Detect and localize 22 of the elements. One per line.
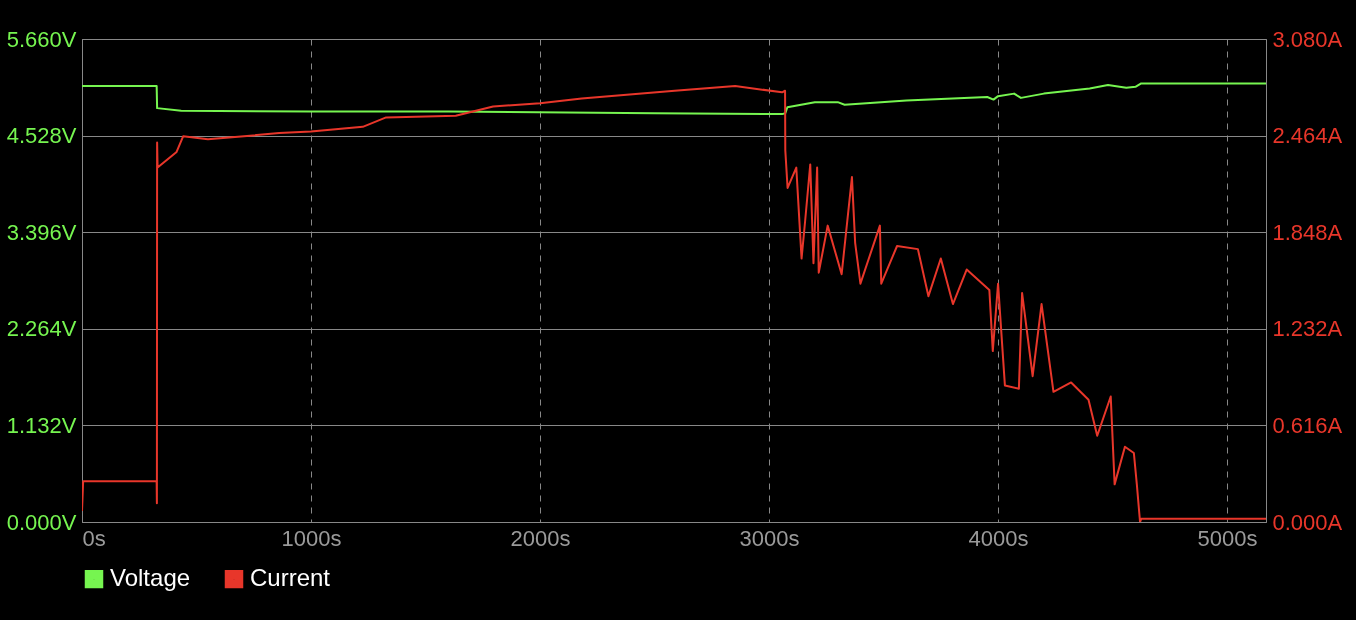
y2-tick-label: 0.000A bbox=[1272, 509, 1343, 535]
y2-tick-label: 0.616A bbox=[1272, 412, 1343, 438]
line-series bbox=[82, 82, 1266, 116]
y-tick-label: 5.660V bbox=[6, 26, 77, 52]
y2-tick-label: 1.848A bbox=[1272, 219, 1343, 245]
y2-tick-label: 3.080A bbox=[1272, 26, 1343, 52]
line-series bbox=[82, 85, 1266, 522]
y2-tick-label: 1.232A bbox=[1272, 316, 1343, 342]
x-tick-label: 5000s bbox=[1197, 525, 1258, 551]
legend-label: Voltage bbox=[110, 564, 191, 592]
x-tick-label: 0s bbox=[82, 525, 106, 551]
legend-label: Current bbox=[250, 564, 331, 592]
y-tick-label: 4.528V bbox=[6, 123, 77, 149]
x-tick-label: 1000s bbox=[281, 525, 342, 551]
x-tick-label: 3000s bbox=[739, 525, 800, 551]
y-tick-label: 1.132V bbox=[6, 412, 77, 438]
x-tick-label: 2000s bbox=[510, 525, 571, 551]
y-tick-label: 2.264V bbox=[6, 316, 77, 342]
y2-tick-label: 2.464A bbox=[1272, 123, 1343, 149]
x-tick-label: 4000s bbox=[968, 525, 1029, 551]
y-tick-label: 3.396V bbox=[6, 219, 77, 245]
y-tick-label: 0.000V bbox=[6, 509, 77, 535]
